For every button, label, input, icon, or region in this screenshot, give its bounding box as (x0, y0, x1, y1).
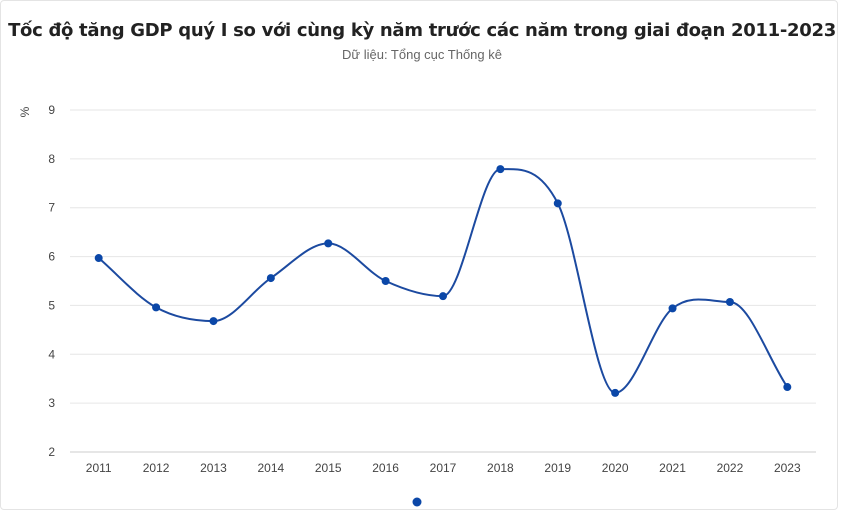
x-tick-label: 2013 (200, 461, 227, 475)
y-tick-label: 6 (48, 250, 55, 264)
data-point (381, 277, 390, 285)
data-point (209, 317, 218, 326)
data-point (553, 199, 562, 208)
data-point (783, 383, 792, 392)
x-tick-label: 2023 (774, 461, 801, 475)
x-tick-label: 2017 (430, 461, 457, 475)
x-tick-label: 2011 (86, 461, 112, 475)
y-tick-label: 8 (48, 152, 55, 166)
y-tick-label: 7 (48, 201, 55, 215)
data-point (152, 303, 161, 312)
data-point (725, 298, 734, 307)
y-tick-label: 9 (48, 103, 55, 117)
x-tick-label: 2012 (143, 461, 170, 475)
data-point (611, 388, 620, 397)
x-tick-label: 2019 (544, 461, 571, 475)
y-tick-label: 4 (48, 347, 55, 361)
data-point (324, 239, 333, 248)
x-tick-label: 2018 (487, 461, 514, 475)
data-point (496, 165, 505, 174)
x-tick-label: 2014 (257, 461, 284, 475)
x-tick-label: 2020 (602, 461, 629, 475)
data-point (94, 254, 103, 263)
y-tick-label: 5 (48, 298, 55, 312)
legend-marker (412, 497, 422, 507)
x-tick-label: 2022 (717, 461, 744, 475)
chart-title: Tốc độ tăng GDP quý I so với cùng kỳ năm… (8, 20, 836, 41)
series-line (98, 168, 789, 394)
x-tick-label: 2015 (315, 461, 342, 475)
data-point (668, 304, 677, 313)
y-axis-label: % (18, 106, 32, 117)
x-tick-label: 2016 (372, 461, 399, 475)
data-point (439, 292, 447, 301)
y-tick-label: 3 (48, 396, 55, 410)
chart-subtitle: Dữ liệu: Tổng cục Thống kê (342, 47, 502, 62)
data-point (266, 274, 275, 283)
y-tick-label: 2 (48, 445, 55, 459)
x-tick-label: 2021 (659, 461, 686, 475)
